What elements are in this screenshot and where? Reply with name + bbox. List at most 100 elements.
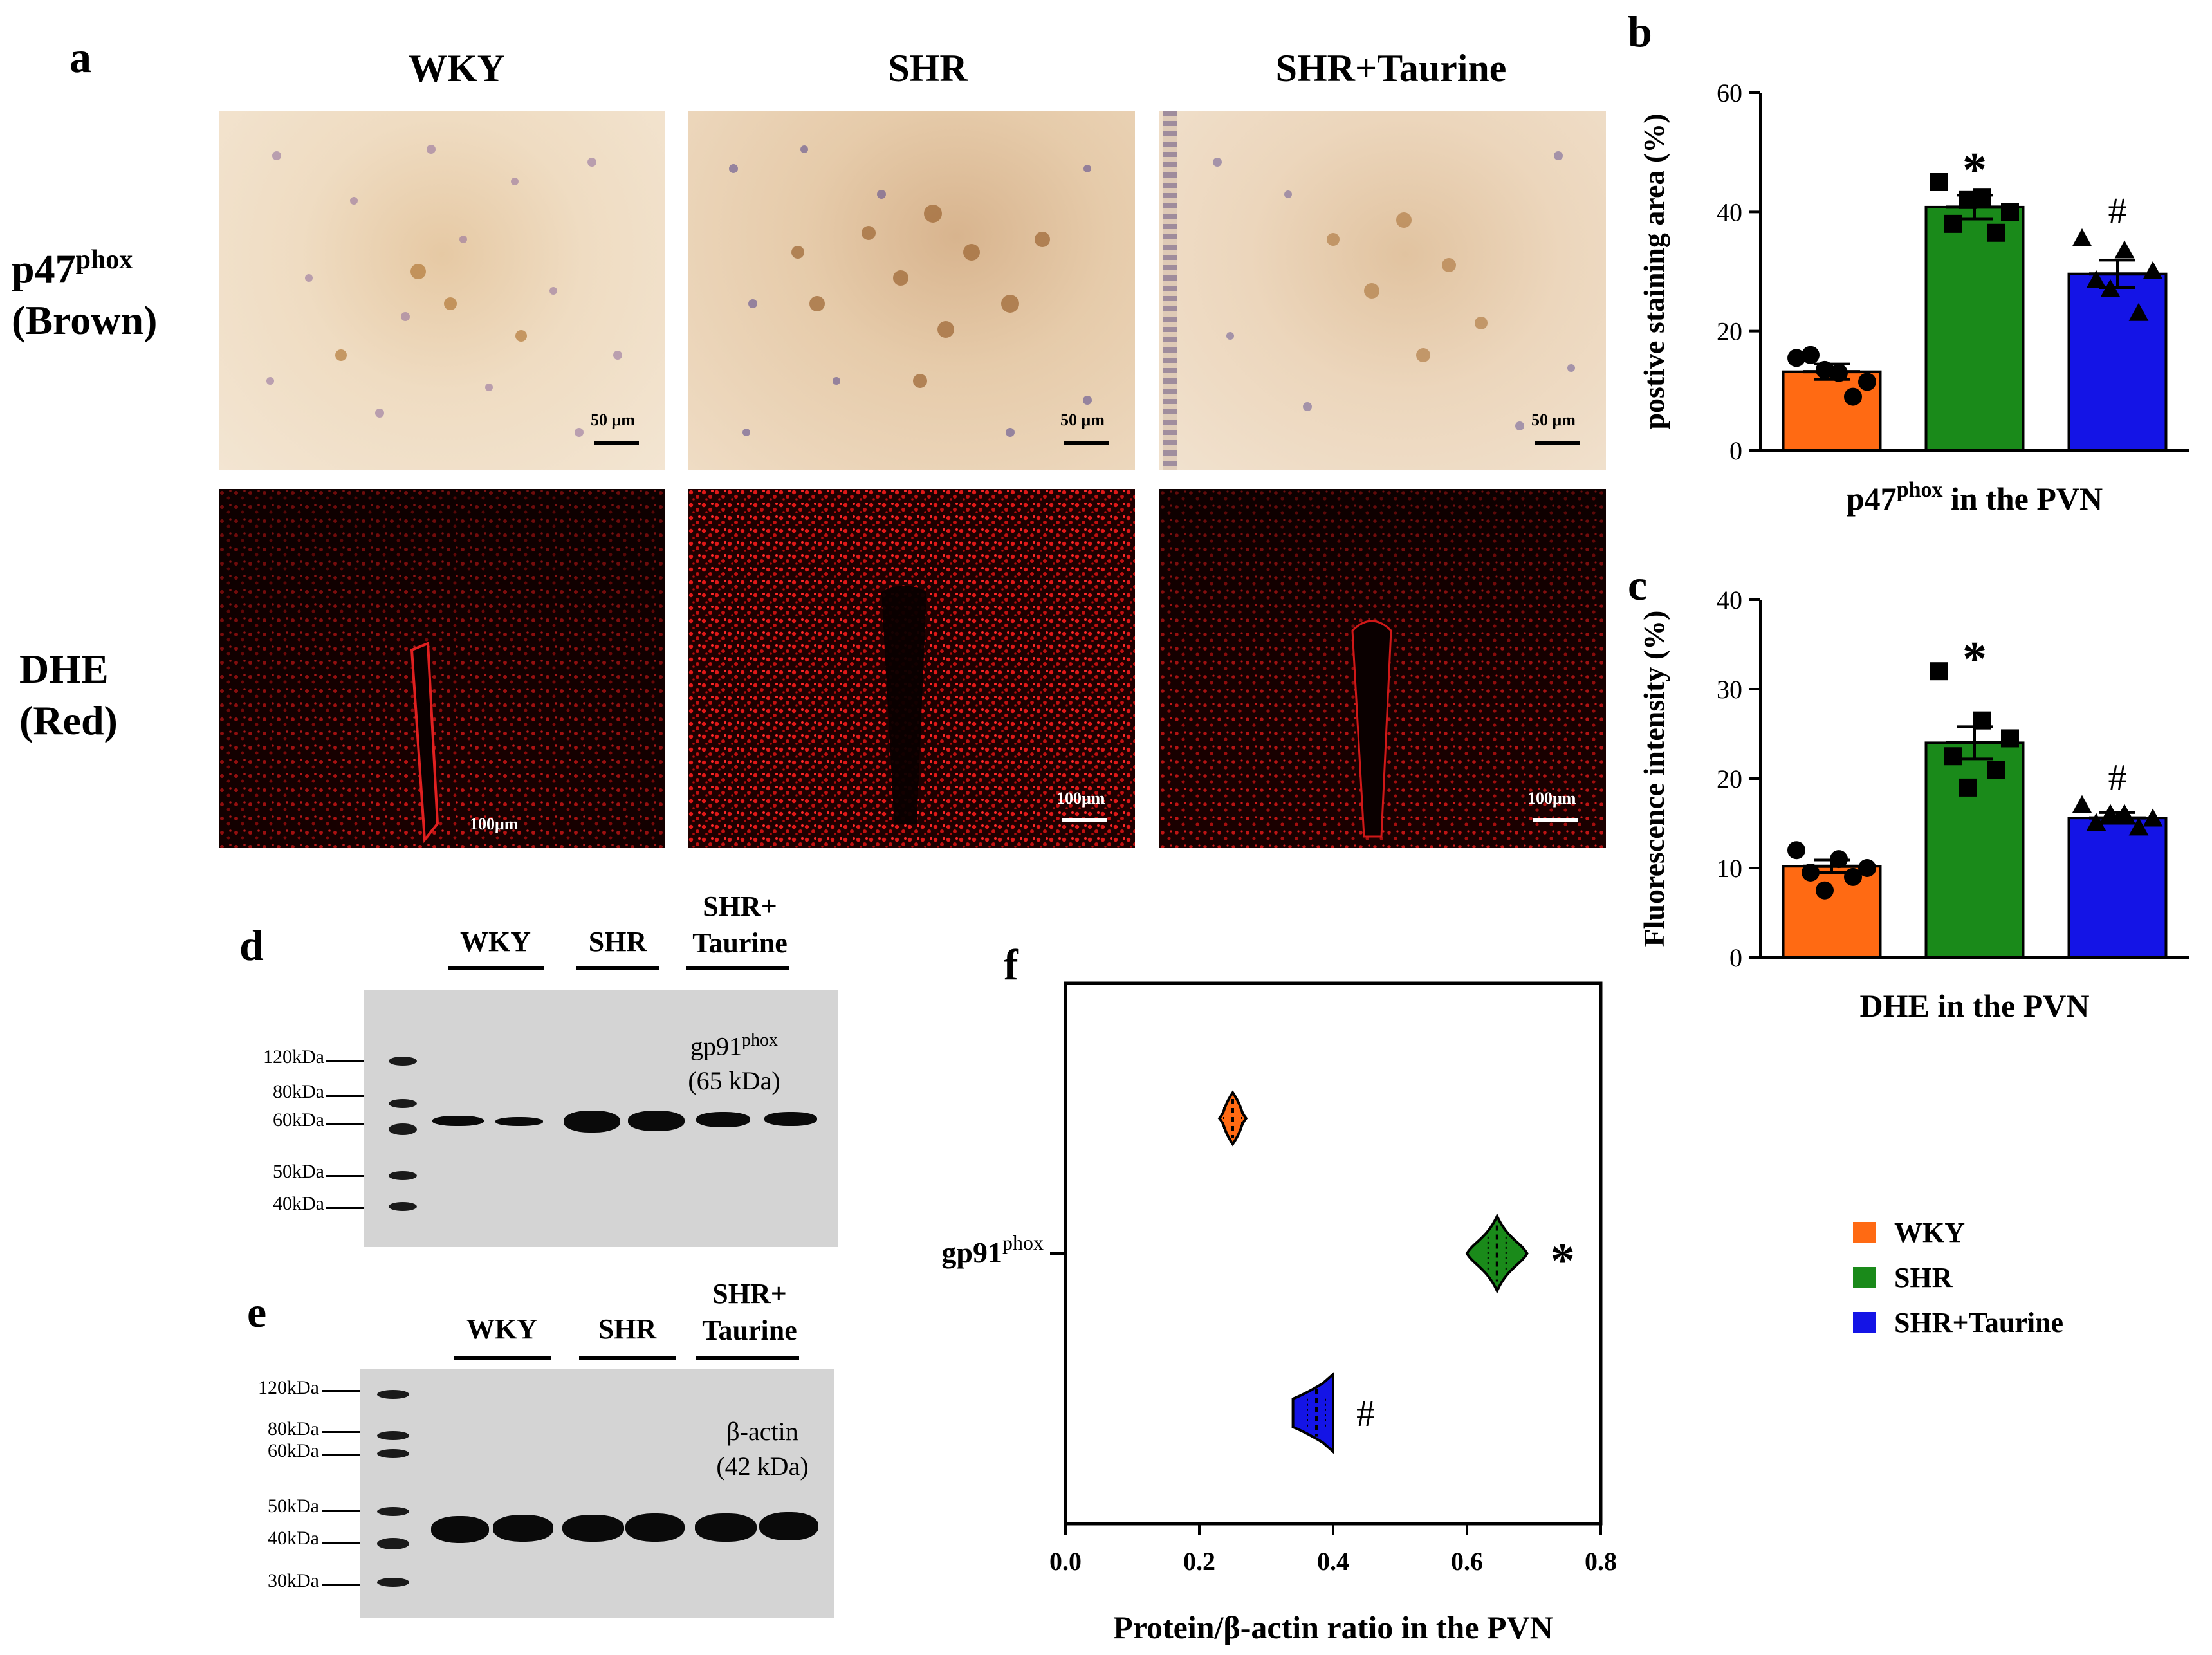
protein-band: [759, 1512, 818, 1540]
scale-label: 100μm: [1056, 789, 1105, 808]
marker-tick: [322, 1542, 360, 1544]
legend-swatch: [1853, 1267, 1876, 1288]
blot-e-protein-main: β-actin: [726, 1417, 798, 1446]
data-point: [2086, 813, 2106, 831]
significance-label: *: [1962, 143, 1987, 197]
ladder-band: [377, 1538, 409, 1549]
data-point: [2072, 795, 2092, 813]
blot-e-lane-line: [696, 1356, 799, 1360]
data-point: [1830, 850, 1848, 869]
ventricle-edge: [1163, 111, 1177, 470]
scale-bar: [1535, 441, 1580, 445]
data-point: [1930, 662, 1948, 681]
x-axis-label-sup: phox: [1897, 478, 1943, 502]
data-point: [2100, 804, 2121, 822]
data-point: [2128, 817, 2149, 836]
blot-e-lane-line: [454, 1356, 551, 1360]
marker-tick: [322, 1510, 360, 1512]
row-label-p47-main: p47: [12, 246, 76, 292]
panel-label-b: b: [1628, 7, 1652, 56]
data-point: [1858, 859, 1876, 877]
blot-d-lane-line: [576, 966, 659, 970]
data-point: [1930, 173, 1948, 191]
marker-tick: [326, 1175, 364, 1177]
ladder-band: [389, 1057, 417, 1066]
blot-e-marker-50: 50kDa: [268, 1495, 319, 1517]
blot-e-lane-taurine-1: SHR+: [712, 1278, 787, 1309]
panel-label-c: c: [1628, 560, 1648, 609]
y-tick-label: 20: [1717, 317, 1742, 346]
legend-item-shr: SHR: [1853, 1255, 2063, 1300]
micrograph-texture: [219, 489, 665, 848]
blot-e-marker-120: 120kDa: [258, 1377, 319, 1398]
data-point: [1787, 349, 1805, 367]
blot-e-marker-40: 40kDa: [268, 1528, 319, 1549]
data-point: [1787, 841, 1805, 860]
data-point: [1987, 761, 2005, 779]
bar: [2067, 817, 2168, 959]
protein-band: [431, 1516, 489, 1543]
protein-band: [625, 1513, 685, 1542]
data-point: [2001, 729, 2019, 748]
blot-e-marker-80: 80kDa: [268, 1418, 319, 1439]
blot-d-protein-label: gp91phox (65 kDa): [654, 1028, 815, 1098]
scale-label: 100μm: [1527, 789, 1576, 808]
data-point: [1844, 387, 1862, 406]
protein-band: [695, 1513, 757, 1542]
blot-e-marker-60: 60kDa: [268, 1440, 319, 1461]
x-tick-label: 0.4: [1317, 1547, 1349, 1576]
marker-tick: [326, 1207, 364, 1209]
marker-tick: [322, 1390, 360, 1392]
category-label-sup: phox: [1002, 1231, 1044, 1254]
blot-d-lane-taurine: SHR+ Taurine: [682, 888, 798, 961]
ladder-band: [389, 1202, 417, 1211]
row-label-dhe-sub: (Red): [19, 698, 118, 743]
x-axis-label-rest: in the PVN: [1943, 481, 2103, 517]
blot-d-lane-shr: SHR: [588, 926, 647, 957]
significance-label: #: [1356, 1392, 1375, 1434]
marker-tick: [322, 1454, 360, 1456]
data-point: [2128, 302, 2149, 321]
legend-label: WKY: [1894, 1216, 1965, 1248]
micrograph-dhe-wky: 100μm: [219, 489, 665, 848]
data-point: [1802, 863, 1820, 882]
micrograph-texture: [1213, 151, 1575, 430]
significance-label: #: [2108, 190, 2127, 232]
data-point: [1830, 364, 1848, 382]
bar-chart-b: 0 20 40 60 * # postive staining area (%) p47pho…: [1637, 79, 2189, 517]
protein-band: [562, 1515, 624, 1542]
data-point: [1944, 747, 1962, 766]
significance-label: *: [1551, 1234, 1575, 1288]
blot-d-marker-120: 120kDa: [263, 1046, 324, 1068]
row-label-dhe: DHE (Red): [19, 643, 118, 746]
blot-e-lane-wky: WKY: [466, 1313, 537, 1345]
micrograph-texture: [1159, 489, 1606, 848]
panel-label-a: a: [69, 33, 91, 82]
marker-tick: [326, 1060, 364, 1062]
protein-band: [495, 1117, 543, 1126]
blot-d-marker-80: 80kDa: [273, 1081, 324, 1102]
data-point: [2100, 279, 2121, 297]
ladder-band: [377, 1390, 409, 1399]
data-point: [2114, 240, 2135, 259]
data-point: [2001, 203, 2019, 221]
x-tick-label: 0.8: [1585, 1547, 1617, 1576]
row-label-p47-sub: (Brown): [12, 297, 158, 344]
legend-item-wky: WKY: [1853, 1210, 2063, 1255]
x-tick-label: 0.2: [1183, 1547, 1215, 1576]
scale-bar: [1062, 818, 1107, 822]
x-axis-label: Protein/β-actin ratio in the PVN: [1113, 1609, 1553, 1645]
data-point: [2114, 804, 2135, 822]
row-label-p47: p47phox (Brown): [12, 243, 157, 346]
micrograph-p47-taurine: 50 μm: [1159, 111, 1606, 470]
y-tick-label: 20: [1717, 764, 1742, 793]
blot-d-lane-line: [448, 966, 544, 970]
bar: [1924, 741, 2025, 959]
y-axis-label: postive staining area (%): [1637, 113, 1670, 429]
legend-label: SHR: [1894, 1261, 1953, 1293]
legend: WKY SHR SHR+Taurine: [1853, 1210, 2063, 1345]
protein-band: [628, 1111, 685, 1131]
blot-e-protein-size: (42 kDa): [716, 1452, 809, 1481]
legend-swatch: [1853, 1222, 1876, 1243]
